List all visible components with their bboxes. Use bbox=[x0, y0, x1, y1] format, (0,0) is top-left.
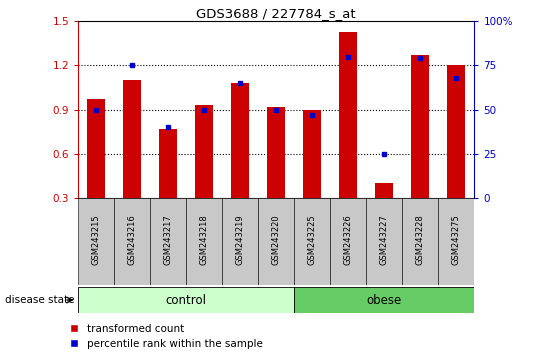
FancyBboxPatch shape bbox=[150, 198, 186, 285]
Bar bbox=[231, 83, 249, 198]
Bar bbox=[294, 287, 474, 313]
Text: GSM243275: GSM243275 bbox=[452, 215, 461, 265]
Text: GSM243220: GSM243220 bbox=[272, 215, 281, 265]
Text: obese: obese bbox=[367, 293, 402, 307]
Bar bbox=[267, 107, 285, 198]
Legend: transformed count, percentile rank within the sample: transformed count, percentile rank withi… bbox=[70, 324, 262, 349]
Text: disease state: disease state bbox=[5, 295, 75, 305]
Text: control: control bbox=[165, 293, 206, 307]
FancyBboxPatch shape bbox=[78, 198, 114, 285]
Text: GSM243227: GSM243227 bbox=[380, 215, 389, 265]
Text: GSM243225: GSM243225 bbox=[308, 215, 317, 265]
FancyBboxPatch shape bbox=[439, 198, 474, 285]
Bar bbox=[123, 80, 141, 198]
Bar bbox=[375, 183, 393, 198]
Bar bbox=[87, 99, 105, 198]
Text: GSM243217: GSM243217 bbox=[164, 215, 172, 265]
FancyBboxPatch shape bbox=[330, 198, 366, 285]
Bar bbox=[411, 55, 429, 198]
Bar bbox=[303, 110, 321, 198]
Text: GSM243218: GSM243218 bbox=[200, 215, 209, 265]
FancyBboxPatch shape bbox=[258, 198, 294, 285]
Bar bbox=[447, 65, 465, 198]
Text: GSM243219: GSM243219 bbox=[236, 215, 245, 265]
Bar bbox=[159, 129, 177, 198]
Text: GSM243216: GSM243216 bbox=[128, 215, 137, 265]
Text: GSM243228: GSM243228 bbox=[416, 215, 425, 265]
Bar bbox=[78, 287, 294, 313]
FancyBboxPatch shape bbox=[403, 198, 438, 285]
Bar bbox=[339, 32, 357, 198]
FancyBboxPatch shape bbox=[186, 198, 222, 285]
FancyBboxPatch shape bbox=[223, 198, 258, 285]
FancyBboxPatch shape bbox=[294, 198, 330, 285]
Bar bbox=[195, 105, 213, 198]
Text: GSM243215: GSM243215 bbox=[92, 215, 101, 265]
FancyBboxPatch shape bbox=[114, 198, 150, 285]
FancyBboxPatch shape bbox=[367, 198, 402, 285]
Title: GDS3688 / 227784_s_at: GDS3688 / 227784_s_at bbox=[196, 7, 356, 20]
Text: GSM243226: GSM243226 bbox=[344, 215, 353, 265]
